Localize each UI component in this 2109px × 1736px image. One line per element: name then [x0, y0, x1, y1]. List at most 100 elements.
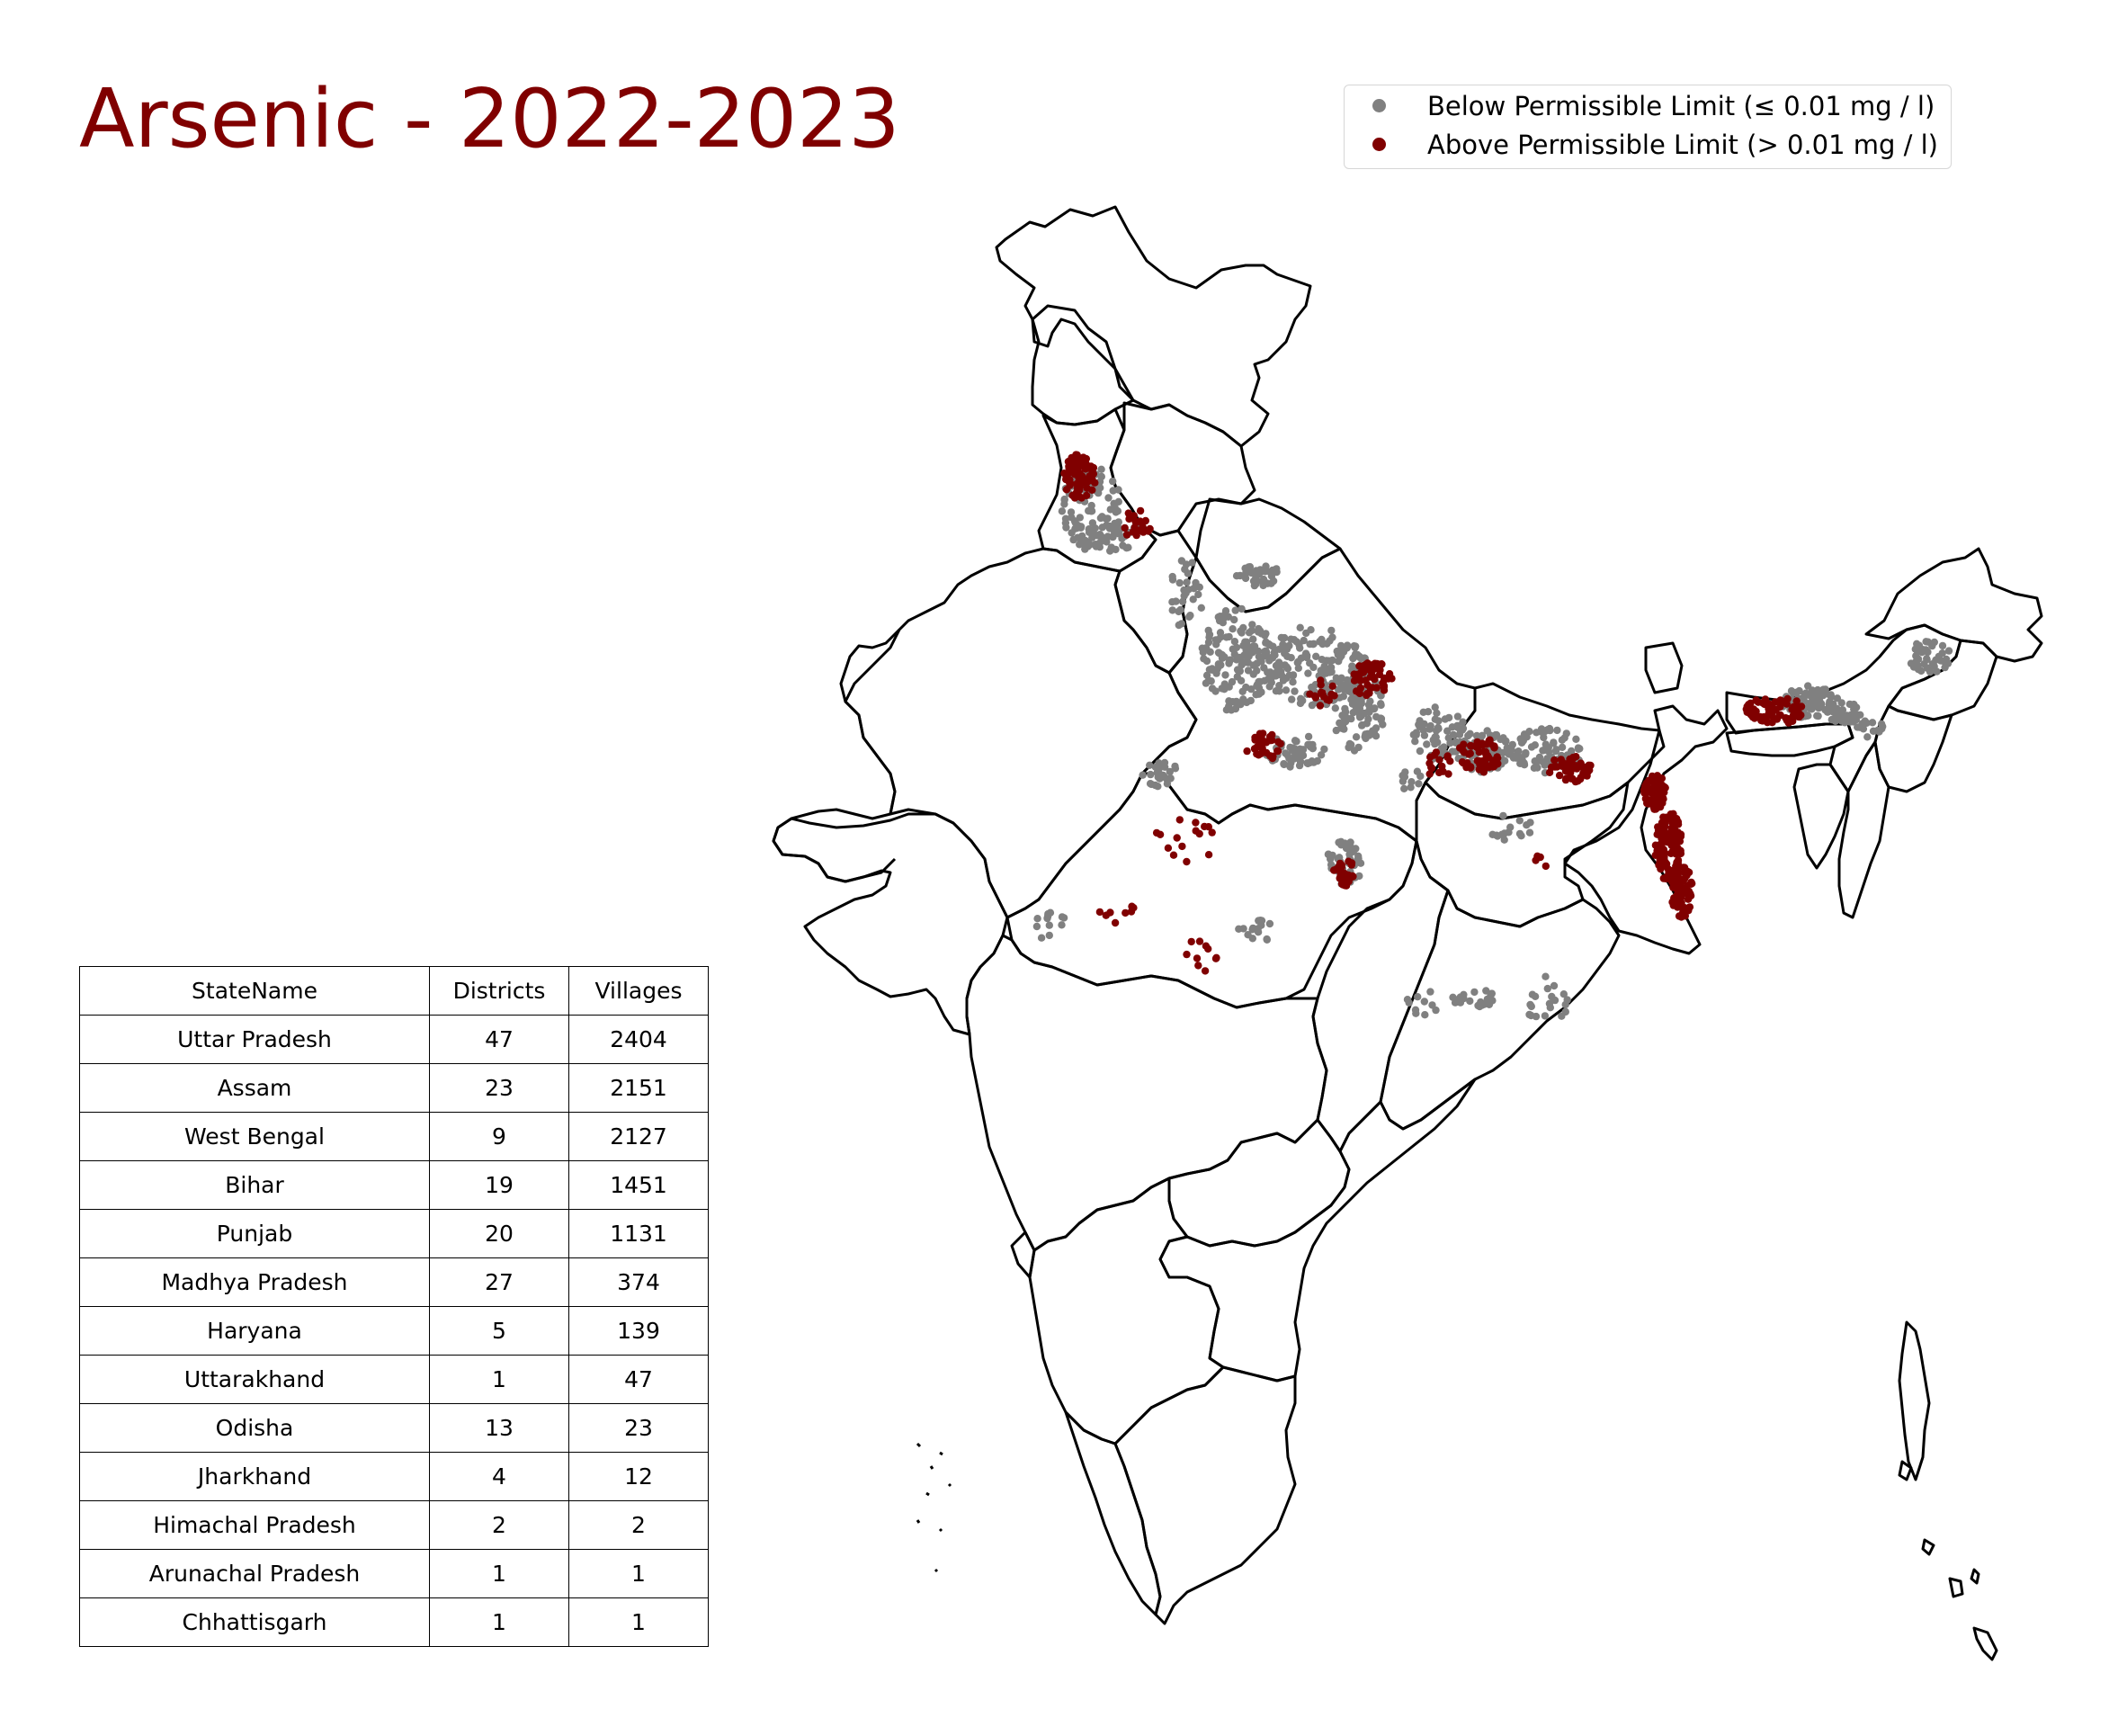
below-limit-sample-point [1287, 654, 1295, 662]
below-limit-sample-point [1474, 1001, 1482, 1010]
below-limit-sample-point [1252, 567, 1261, 575]
below-limit-sample-point [1541, 761, 1549, 769]
below-limit-sample-point [1364, 715, 1372, 723]
above-limit-sample-point [1794, 712, 1802, 720]
above-limit-sample-point [1671, 831, 1680, 839]
below-limit-sample-point [1096, 514, 1105, 523]
above-limit-sample-point [1778, 699, 1786, 707]
state-name-cell: Arunachal Pradesh [79, 1549, 430, 1598]
state-boundary-uttar-pradesh [1140, 547, 1477, 843]
below-limit-sample-point [1194, 590, 1202, 599]
below-limit-sample-point [1516, 735, 1524, 743]
above-limit-sample-point [1347, 861, 1356, 869]
above-limit-sample-point [1262, 748, 1271, 757]
column-header-villages: Villages [568, 966, 709, 1016]
below-limit-sample-point [1912, 652, 1920, 660]
below-limit-sample-point [1550, 981, 1559, 990]
above-limit-sample-point [1086, 472, 1094, 480]
below-limit-sample-point [1205, 631, 1214, 639]
above-limit-sample-point [1342, 881, 1351, 890]
below-limit-sample-point [1282, 686, 1291, 694]
villages-cell: 2 [568, 1500, 709, 1550]
villages-cell: 12 [568, 1452, 709, 1501]
above-limit-sample-point [1792, 697, 1801, 705]
below-limit-sample-point [1181, 586, 1189, 595]
below-limit-sample-point [1328, 851, 1336, 860]
below-limit-sample-point [1160, 758, 1169, 767]
legend-label-below: Below Permissible Limit (≤ 0.01 mg / l) [1427, 91, 1935, 121]
below-limit-sample-point [1109, 477, 1117, 486]
table-row: West Bengal 9 2127 [79, 1112, 709, 1161]
below-limit-sample-point [1332, 726, 1341, 735]
below-limit-sample-point [1243, 698, 1251, 707]
districts-cell: 4 [429, 1452, 569, 1501]
above-limit-sample-point [1438, 762, 1446, 771]
below-limit-sample-point [1262, 562, 1270, 570]
below-limit-sample-point [1104, 532, 1112, 541]
below-limit-sample-point [1331, 704, 1340, 712]
above-limit-sample-point [1771, 698, 1780, 706]
below-limit-sample-point [1250, 644, 1258, 653]
villages-cell: 374 [568, 1257, 709, 1307]
above-limit-sample-point [1650, 796, 1658, 804]
below-limit-sample-point [1225, 632, 1233, 641]
below-limit-sample-point [1192, 578, 1200, 587]
below-limit-sample-point [1279, 676, 1288, 685]
below-limit-sample-point [1139, 771, 1147, 779]
table-header-row: StateName Districts Villages [79, 966, 709, 1016]
above-limit-sample-point [1144, 527, 1153, 535]
below-limit-sample-point [1506, 823, 1515, 831]
below-limit-sample-point [1428, 1001, 1436, 1009]
above-limit-sample-point [1276, 739, 1285, 748]
above-limit-sample-point [1323, 695, 1331, 703]
below-limit-sample-point [1228, 677, 1237, 686]
above-limit-sample-point [1212, 953, 1220, 962]
below-limit-sample-point [1357, 697, 1365, 705]
above-limit-sample-point [1650, 803, 1658, 812]
above-limit-sample-point [1257, 733, 1265, 742]
state-name-cell: Jharkhand [79, 1452, 430, 1501]
below-limit-sample-point [1799, 696, 1807, 705]
below-limit-sample-point [1058, 921, 1066, 929]
below-limit-sample-point [1295, 640, 1303, 649]
below-limit-sample-point [1202, 671, 1211, 679]
state-boundary-tripura [1792, 763, 1850, 870]
above-limit-sample-point [1365, 689, 1373, 697]
table-row: Punjab 20 1131 [79, 1209, 709, 1258]
above-limit-sample-point [1655, 845, 1663, 853]
above-limit-sample-point [1372, 665, 1380, 673]
below-limit-sample-point [1291, 687, 1299, 695]
below-limit-sample-point [1267, 678, 1276, 686]
below-limit-sample-point [1508, 752, 1517, 760]
above-limit-sample-point [1164, 844, 1173, 852]
above-limit-sample-point [1758, 717, 1767, 725]
districts-cell: 23 [429, 1063, 569, 1113]
above-limit-sample-point [1330, 866, 1338, 874]
below-limit-sample-point [1264, 579, 1272, 587]
below-limit-sample-point [1272, 687, 1281, 695]
districts-cell: 13 [429, 1403, 569, 1453]
below-limit-sample-point [1254, 928, 1263, 936]
villages-cell: 1 [568, 1549, 709, 1598]
below-limit-sample-point [1335, 658, 1343, 666]
island-boundary-little-andaman [1898, 1460, 1913, 1481]
above-limit-sample-point [1680, 889, 1688, 898]
below-limit-sample-point [1420, 731, 1429, 739]
above-limit-sample-point [1072, 452, 1081, 461]
below-limit-sample-point [1175, 578, 1184, 587]
below-limit-sample-point [1478, 731, 1487, 739]
districts-cell: 5 [429, 1306, 569, 1356]
above-limit-sample-point [1388, 675, 1396, 683]
below-limit-sample-point [1424, 708, 1433, 716]
below-limit-sample-point [1238, 661, 1246, 669]
villages-cell: 1451 [568, 1160, 709, 1210]
below-limit-sample-point [1076, 514, 1085, 522]
below-limit-sample-point [1535, 753, 1544, 762]
below-limit-sample-point [1336, 678, 1344, 686]
below-limit-sample-point [1087, 507, 1095, 515]
above-limit-sample-point [1327, 690, 1336, 699]
above-limit-sample-point [1243, 747, 1251, 756]
above-limit-sample-point [1476, 760, 1484, 769]
below-limit-sample-point [1563, 996, 1571, 1004]
below-limit-sample-point [1515, 829, 1524, 838]
